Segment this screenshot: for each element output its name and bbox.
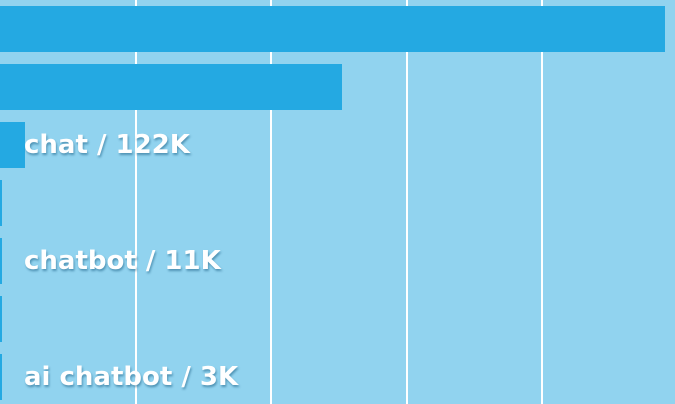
bar [0,238,2,284]
bar [0,354,2,400]
bar [0,6,665,52]
bar [0,296,2,342]
bar [0,122,25,168]
gridline [135,0,137,404]
bar-label: chatbot / 11K [24,246,221,276]
gridline [406,0,408,404]
bar [0,64,342,110]
bar-label: chat / 122K [24,130,190,160]
bar [0,180,2,226]
gridline [270,0,272,404]
bar-label: ai chatbot / 3K [24,362,239,392]
gridline [541,0,543,404]
